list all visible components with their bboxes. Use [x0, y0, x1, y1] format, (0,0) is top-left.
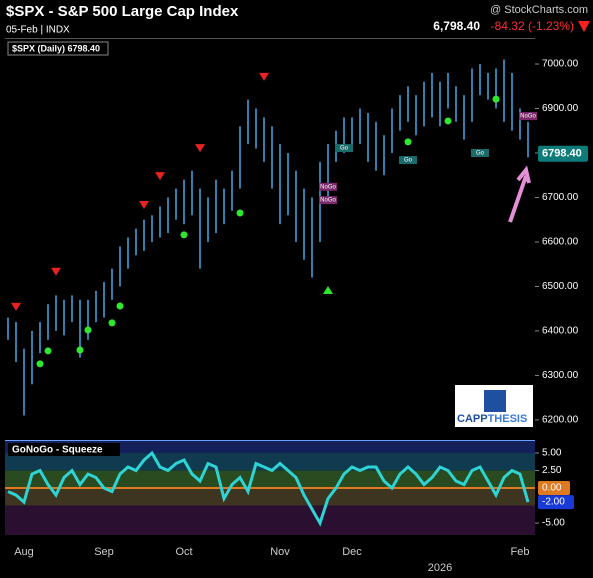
price-box: [538, 145, 588, 162]
dot: [76, 346, 84, 354]
signal-box: [319, 196, 337, 205]
down-triangle: [139, 201, 149, 210]
down-triangle: [259, 72, 269, 81]
y-tick-label: 6400.00: [542, 326, 579, 337]
logo-part: THESIS: [488, 413, 528, 425]
dot: [116, 302, 124, 310]
dot: [236, 209, 244, 217]
signal-label: NoGo: [320, 184, 336, 190]
x-tick-label: Aug: [14, 546, 34, 558]
signal-label: NoGo: [520, 114, 536, 120]
y-tick-label: 6900.00: [542, 103, 579, 114]
down-triangle: [51, 267, 61, 276]
signal-box: [519, 112, 537, 121]
x-tick-label: Nov: [270, 546, 290, 558]
dot: [444, 117, 452, 125]
current-label: -2.00: [542, 497, 565, 508]
title: $SPX - S&P 500 Large Cap Index: [6, 3, 239, 20]
y-tick-label: 6200.00: [542, 415, 579, 426]
zero-box: [538, 481, 570, 496]
price: 6,798.40: [433, 19, 480, 33]
signal-box: [471, 148, 489, 157]
x-tick-label: Sep: [94, 546, 114, 558]
logo-text: CAPPTHESIS: [457, 413, 527, 425]
change: -84.32 (-1.23%): [491, 19, 574, 33]
y-tick-label: 6600.00: [542, 237, 579, 248]
y-tick-label: 6700.00: [542, 192, 579, 203]
y-tick-label: 2.50: [542, 465, 562, 476]
panel-title: GoNoGo - Squeeze: [12, 445, 103, 456]
y-tick-label: -5.00: [542, 518, 565, 529]
y-tick-label: 7000.00: [542, 59, 579, 70]
dot: [492, 95, 500, 103]
dot: [180, 231, 188, 239]
down-icon: [578, 21, 590, 32]
price-label: 6798.40: [542, 148, 582, 160]
x-tick-label: 2026: [428, 562, 452, 574]
title-box: [8, 443, 120, 456]
arrow: [508, 165, 531, 223]
border: [5, 38, 535, 39]
date: 05-Feb | INDX: [6, 25, 70, 36]
y-tick-label: 6500.00: [542, 281, 579, 292]
signal-box: [399, 156, 417, 165]
source: @ StockCharts.com: [490, 4, 588, 16]
logo-part: CAPP: [457, 413, 488, 425]
y-tick-label: 5.00: [542, 448, 562, 459]
signal-label: NoGo: [320, 198, 336, 204]
signal-label: Go: [476, 151, 485, 157]
up-triangle: [323, 285, 333, 294]
signal-label: Go: [340, 146, 349, 152]
panel-top: [5, 440, 535, 441]
signal-box: [335, 144, 353, 153]
band: [5, 505, 535, 535]
band: [5, 488, 535, 506]
y-tick-label: 0.00: [542, 483, 562, 494]
band: [5, 440, 535, 454]
down-triangle: [195, 144, 205, 153]
dot: [44, 347, 52, 355]
down-triangle: [11, 302, 21, 311]
x-tick-label: Oct: [175, 546, 192, 558]
dot: [108, 319, 116, 327]
dot: [36, 360, 44, 368]
x-tick-label: Dec: [342, 546, 362, 558]
logo-icon: [484, 390, 506, 412]
legend-box: [7, 41, 109, 56]
legend: $SPX (Daily) 6798.40: [12, 43, 100, 53]
x-tick-label: Feb: [511, 546, 530, 558]
current-box: [538, 495, 574, 510]
dot: [404, 138, 412, 146]
signal-label: Go: [404, 158, 413, 164]
y-tick-label: 6300.00: [542, 370, 579, 381]
signal-box: [319, 182, 337, 191]
line: [7, 450, 530, 527]
band: [5, 470, 535, 489]
down-triangle: [155, 172, 165, 181]
dot: [84, 326, 92, 334]
